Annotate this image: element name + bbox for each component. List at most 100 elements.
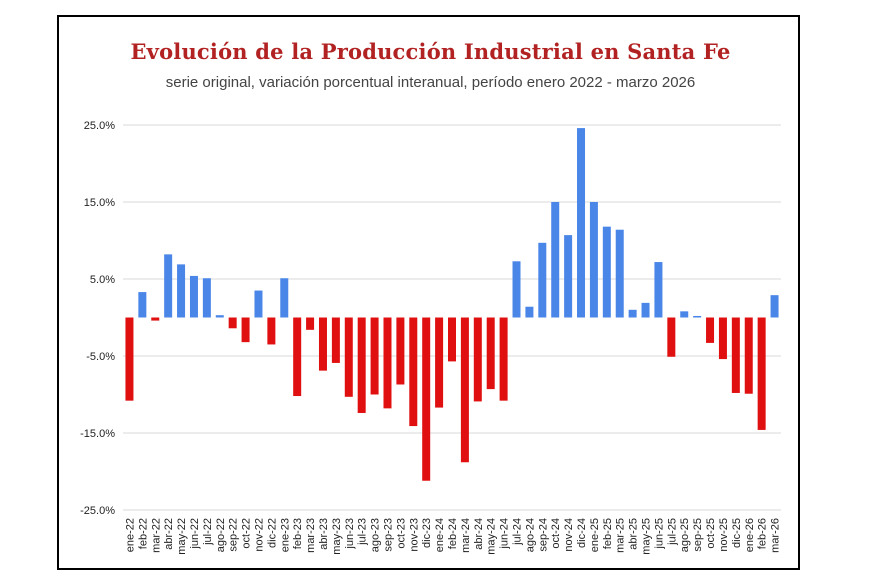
x-tick-label: sep-22 (228, 518, 240, 552)
x-tick-label: ago-25 (679, 518, 691, 552)
bar-abr-24 (473, 317, 482, 402)
x-tick-label: nov-24 (563, 518, 575, 552)
bar-nov-24 (564, 235, 573, 318)
bar-ene-24 (435, 317, 444, 408)
x-tick-label: ago-23 (370, 518, 382, 552)
x-tick-label: mar-24 (460, 518, 472, 553)
bar-nov-25 (718, 317, 727, 360)
bar-dic-25 (731, 317, 740, 393)
y-tick-label: 5.0% (90, 274, 115, 286)
bar-jun-24 (499, 317, 508, 401)
x-tick-label: nov-22 (253, 518, 265, 552)
bar-jun-25 (654, 262, 663, 318)
x-tick-label: oct-25 (705, 518, 717, 549)
y-tick-label: -25.0% (80, 505, 115, 517)
bar-mar-25 (615, 229, 624, 318)
bar-oct-23 (396, 317, 405, 385)
x-tick-label: may-23 (331, 518, 343, 555)
x-tick-label: mar-22 (150, 518, 162, 553)
bar-may-23 (331, 317, 340, 363)
bar-sep-24 (538, 242, 547, 318)
bar-may-24 (486, 317, 495, 390)
bar-ago-25 (680, 311, 689, 318)
bar-dic-22 (267, 317, 276, 345)
bar-ago-22 (215, 315, 224, 318)
x-tick-label: oct-23 (395, 518, 407, 549)
x-tick-label: dic-22 (266, 518, 278, 548)
x-tick-label: feb-22 (137, 518, 149, 549)
x-tick-label: may-22 (176, 518, 188, 555)
x-tick-label: ago-22 (215, 518, 227, 552)
bar-mar-23 (306, 317, 315, 330)
bar-ene-23 (280, 278, 289, 318)
x-tick-label: mar-25 (615, 518, 627, 553)
bar-ene-22 (125, 317, 134, 401)
x-tick-label: may-24 (486, 518, 498, 555)
x-tick-label: dic-23 (421, 518, 433, 548)
x-tick-label: may-25 (641, 518, 653, 555)
chart-title: Evolución de la Producción Industrial en… (130, 39, 731, 64)
bar-oct-25 (706, 317, 715, 343)
x-tick-label: ene-24 (434, 518, 446, 552)
y-tick-label: 25.0% (84, 120, 115, 132)
bar-ene-26 (744, 317, 753, 394)
x-tick-label: oct-24 (550, 518, 562, 549)
bar-may-25 (641, 302, 650, 318)
bar-jul-22 (202, 278, 211, 318)
x-tick-label: ene-22 (124, 518, 136, 552)
x-tick-label: oct-22 (241, 518, 253, 549)
x-tick-label: feb-24 (447, 518, 459, 549)
bar-nov-23 (409, 317, 418, 427)
x-tick-label: jul-25 (666, 518, 678, 546)
bar-jun-23 (344, 317, 353, 397)
bar-jun-22 (189, 275, 198, 318)
x-tick-label: jul-22 (202, 518, 214, 546)
x-tick-label: nov-25 (718, 518, 730, 552)
bar-jul-24 (512, 261, 521, 318)
bar-jul-23 (357, 317, 366, 413)
x-tick-label: sep-24 (537, 518, 549, 552)
x-tick-label: dic-25 (731, 518, 743, 548)
bar-abr-22 (164, 254, 173, 318)
x-tick-label: ago-24 (524, 518, 536, 552)
bar-may-22 (177, 264, 186, 318)
bar-sep-23 (383, 317, 392, 409)
bar-feb-24 (448, 317, 456, 362)
x-tick-label: jun-25 (653, 518, 665, 550)
x-tick-label: abr-24 (473, 518, 485, 550)
bar-nov-22 (254, 290, 263, 318)
x-tick-label: feb-25 (602, 518, 614, 549)
bar-feb-22 (138, 292, 147, 318)
x-tick-label: ene-25 (589, 518, 601, 552)
x-tick-label: ene-26 (744, 518, 756, 552)
x-tick-label: feb-26 (757, 518, 769, 549)
x-tick-label: jun-22 (189, 518, 201, 550)
x-tick-label: abr-23 (318, 518, 330, 550)
bar-jul-25 (667, 317, 676, 357)
bar-mar-26 (770, 295, 779, 318)
chart-frame: Evolución de la Producción Industrial en… (57, 15, 800, 570)
y-tick-label: -15.0% (80, 428, 115, 440)
bars (125, 128, 779, 481)
bar-mar-22 (151, 317, 160, 321)
x-tick-label: abr-25 (628, 518, 640, 550)
bar-oct-24 (551, 202, 560, 318)
bar-sep-22 (228, 317, 237, 329)
bar-dic-24 (577, 128, 586, 318)
x-tick-label: nov-23 (408, 518, 420, 552)
bar-feb-25 (602, 226, 611, 318)
bar-feb-26 (757, 317, 766, 430)
x-tick-label: jul-24 (512, 518, 524, 546)
x-tick-label: mar-23 (305, 518, 317, 553)
bar-ene-25 (589, 202, 598, 318)
bar-feb-23 (293, 317, 302, 397)
x-tick-label: jun-24 (499, 518, 511, 550)
x-tick-label: jun-23 (344, 518, 356, 550)
bar-sep-25 (693, 315, 702, 318)
bar-abr-23 (318, 317, 327, 371)
x-tick-label: abr-22 (163, 518, 175, 550)
bar-abr-25 (628, 309, 637, 318)
chart-subtitle: serie original, variación porcentual int… (165, 74, 696, 91)
y-tick-label: 15.0% (84, 197, 115, 209)
y-tick-label: -5.0% (86, 351, 115, 363)
